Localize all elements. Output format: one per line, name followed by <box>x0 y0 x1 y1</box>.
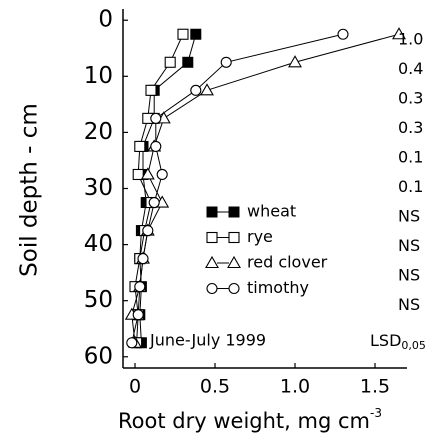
marker <box>156 168 168 181</box>
x-axis-title-sup: -3 <box>370 406 382 420</box>
marker <box>220 56 232 68</box>
lsd-title-main: LSD <box>370 331 401 350</box>
lsd-title: LSD0,05 <box>370 331 426 353</box>
marker <box>190 28 202 40</box>
legend-marker <box>228 206 240 218</box>
marker <box>392 27 406 40</box>
legend-label: red clover <box>247 253 328 272</box>
legend-marker <box>227 255 241 269</box>
marker <box>140 167 155 180</box>
marker <box>137 253 149 265</box>
marker <box>182 56 194 68</box>
marker <box>126 337 138 349</box>
lsd-label: 1.0 <box>398 30 423 49</box>
lsd-label: NS <box>398 236 420 255</box>
legend-marker <box>206 282 218 295</box>
x-tick-label: 0 <box>129 376 141 398</box>
x-tick-label: 1.5 <box>360 376 390 398</box>
legend-label: rye <box>247 227 273 246</box>
lsd-label: 0.3 <box>398 118 423 137</box>
marker <box>177 28 189 40</box>
x-tick-label: 1.0 <box>280 376 310 398</box>
legend-marker <box>228 231 240 244</box>
x-tick-label: 0.5 <box>200 376 230 398</box>
marker <box>132 168 144 181</box>
lsd-label: NS <box>398 207 420 226</box>
marker <box>148 196 160 209</box>
lsd-label: 0.4 <box>398 59 423 78</box>
lsd-title-sub: 0,05 <box>401 339 426 352</box>
marker <box>134 140 146 152</box>
annotation: June-July 1999 <box>149 331 266 350</box>
marker <box>190 84 202 96</box>
series-line <box>134 34 184 343</box>
series-line <box>139 34 197 343</box>
y-tick-label: 20 <box>84 119 113 145</box>
y-tick-label: 30 <box>84 175 113 201</box>
x-axis-title-main: Root dry weight, mg cm <box>118 409 370 433</box>
marker <box>288 55 302 68</box>
lsd-label: NS <box>398 295 420 314</box>
marker <box>337 28 349 40</box>
lsd-label: NS <box>398 266 420 285</box>
y-tick-label: 0 <box>98 7 113 33</box>
lsd-label: 0.1 <box>398 177 423 196</box>
y-tick-label: 10 <box>84 63 113 89</box>
lsd-label: 0.3 <box>398 89 423 108</box>
y-tick-label: 50 <box>84 287 113 313</box>
legend-marker <box>205 255 219 269</box>
marker <box>132 309 144 321</box>
marker <box>142 225 154 237</box>
marker <box>150 140 162 152</box>
marker <box>145 84 157 96</box>
y-tick-label: 60 <box>84 343 113 369</box>
lsd-label: 0.1 <box>398 148 423 167</box>
legend-label: timothy <box>247 278 309 297</box>
x-axis-title: Root dry weight, mg cm-3 <box>118 406 382 434</box>
legend-marker <box>228 282 240 295</box>
y-tick-label: 40 <box>84 231 113 257</box>
legend-marker <box>206 206 218 218</box>
marker <box>200 83 214 96</box>
marker <box>164 56 176 68</box>
marker <box>134 281 146 293</box>
y-axis-title: Soil depth - cm <box>17 103 43 277</box>
marker <box>150 112 162 124</box>
legend-marker <box>206 231 218 244</box>
legend-label: wheat <box>247 202 296 221</box>
